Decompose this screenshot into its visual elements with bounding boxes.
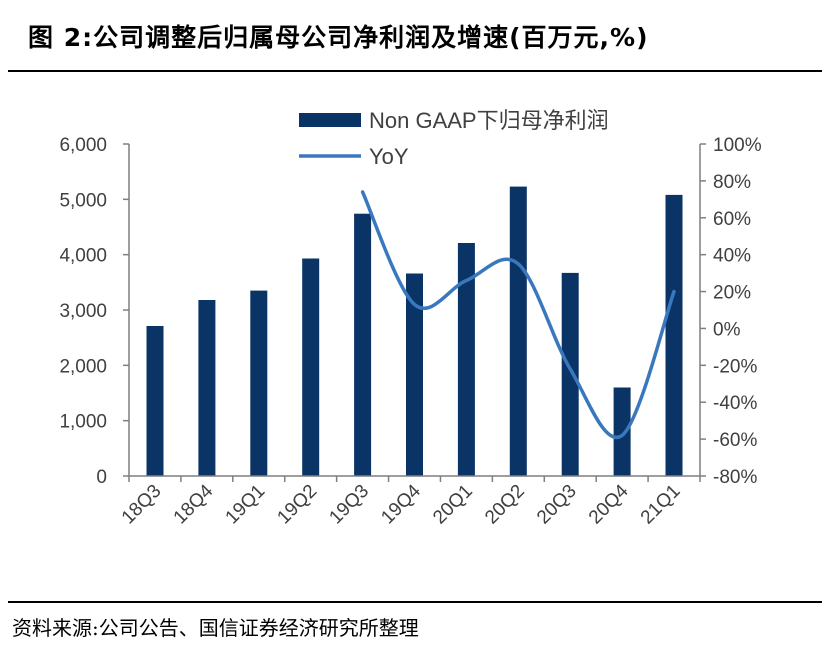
- legend-line-label: YoY: [369, 144, 409, 169]
- bar-20Q3: [561, 272, 579, 476]
- bar-18Q3: [146, 326, 164, 476]
- bar-19Q2: [302, 258, 320, 476]
- x-tick-label: 20Q2: [481, 481, 529, 529]
- x-tick-label: 20Q4: [585, 480, 633, 528]
- chart-title: 图 2:公司调整后归属母公司净利润及增速(百万元,%): [28, 23, 649, 52]
- right-tick-label: 0%: [713, 319, 741, 340]
- bar-20Q4: [613, 387, 631, 476]
- right-tick-label: -80%: [713, 467, 757, 488]
- x-tick-label: 20Q1: [429, 481, 477, 529]
- right-tick-label: 60%: [713, 209, 751, 230]
- bar-20Q1: [457, 243, 475, 476]
- right-tick-label: 20%: [713, 283, 751, 304]
- left-tick-label: 5,000: [59, 190, 107, 211]
- left-tick-label: 2,000: [59, 356, 107, 377]
- x-tick-label: 21Q1: [637, 481, 685, 529]
- left-tick-label: 3,000: [59, 301, 107, 322]
- right-tick-label: 80%: [713, 172, 751, 193]
- right-tick-label: 40%: [713, 246, 751, 267]
- right-tick-label: -40%: [713, 393, 757, 414]
- x-tick-label: 19Q2: [273, 481, 321, 529]
- right-tick-label: -60%: [713, 430, 757, 451]
- x-tick-label: 19Q4: [377, 480, 425, 528]
- right-tick-label: 100%: [713, 135, 762, 156]
- bar-19Q1: [250, 290, 268, 476]
- source-note: 资料来源:公司公告、国信证券经济研究所整理: [12, 616, 419, 640]
- x-tick-label: 18Q4: [170, 480, 218, 528]
- bar-19Q4: [406, 273, 423, 476]
- x-tick-label: 20Q3: [533, 481, 581, 529]
- bar-19Q3: [354, 213, 372, 476]
- x-tick-label: 19Q1: [222, 481, 270, 529]
- x-tick-label: 19Q3: [325, 481, 373, 529]
- legend-bar-label: Non GAAP下归母净利润: [369, 108, 609, 133]
- left-tick-label: 6,000: [59, 135, 107, 156]
- bar-20Q2: [509, 186, 527, 476]
- top-divider: [8, 70, 822, 72]
- left-tick-label: 0: [96, 467, 107, 488]
- bar-21Q1: [665, 194, 683, 476]
- bottom-divider: [8, 601, 822, 603]
- x-tick-label: 18Q3: [118, 481, 166, 529]
- legend-bar-swatch: [299, 113, 361, 127]
- left-tick-label: 4,000: [59, 246, 107, 267]
- left-tick-label: 1,000: [59, 412, 107, 433]
- yoy-line: [360, 190, 676, 440]
- right-tick-label: -20%: [713, 356, 757, 377]
- bar-18Q4: [198, 300, 216, 476]
